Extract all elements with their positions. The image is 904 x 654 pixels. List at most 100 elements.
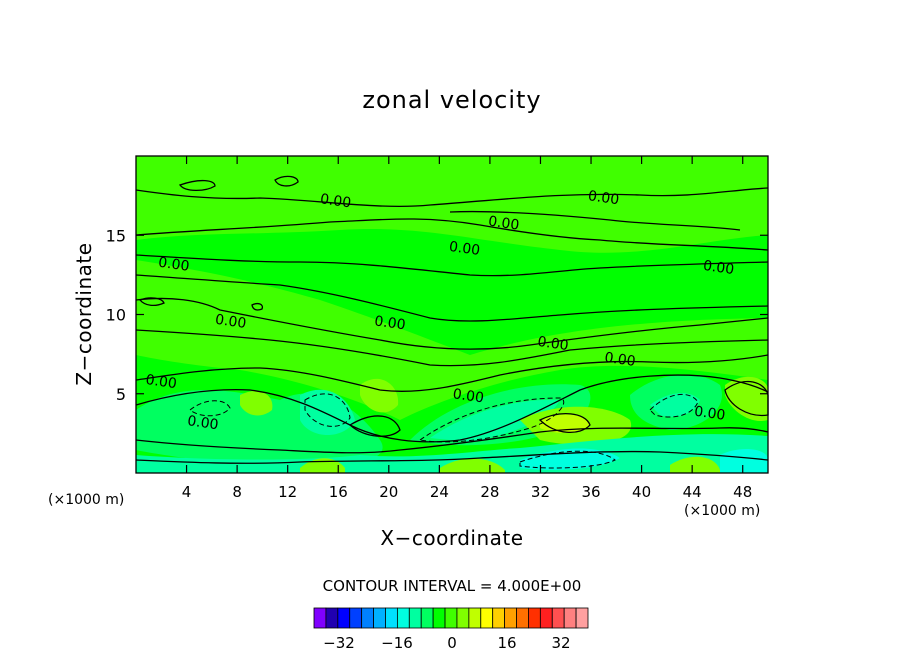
x-tick-label: 32	[531, 483, 550, 501]
colorbar-swatch	[456, 607, 470, 629]
colorbar-swatch	[563, 607, 577, 629]
fill-region-low-11	[240, 390, 273, 416]
chart-title: zonal velocity	[362, 86, 542, 114]
contour-label: 0.00	[319, 191, 352, 211]
fill-region-low-8	[650, 393, 700, 417]
x-tick-label: 48	[733, 483, 752, 501]
colorbar-tick-label: −16	[381, 634, 413, 652]
colorbar-swatch	[313, 607, 327, 629]
x-tick-label: 44	[683, 483, 702, 501]
fill-region-mid	[136, 260, 768, 420]
colorbar-swatch	[444, 607, 458, 629]
fill-region-low-2	[300, 389, 355, 435]
contour-line	[135, 329, 769, 367]
colorbar-swatch	[385, 607, 398, 629]
colorbar-swatch	[432, 607, 446, 629]
y-tick-label: 15	[106, 226, 126, 245]
fill-region-bottom-6	[670, 456, 720, 473]
contour-line	[274, 175, 299, 187]
contour-line	[135, 274, 769, 322]
colorbar-swatch	[480, 607, 494, 629]
contour-line	[178, 179, 216, 192]
negative-contour	[189, 400, 231, 417]
x-axis-ticks: 4 8 12 16 20 24 28 32 36 40 44 48	[182, 156, 752, 501]
contour-label: 0.00	[214, 312, 247, 332]
colorbar-swatch	[396, 607, 410, 629]
contour-line	[449, 210, 741, 231]
colorbar-swatch	[420, 607, 434, 629]
fill-region-upper	[136, 156, 768, 253]
contour-label: 0.00	[603, 350, 636, 370]
contour-line	[135, 254, 769, 277]
plot-field: 0.00 0.00 0.00 0.00 0.00 0.00 0.00 0.00 0.00 0.00…	[135, 156, 769, 473]
contour-label: 0.00	[536, 334, 569, 354]
contour-label: 0.00	[587, 188, 620, 208]
contour-line	[135, 218, 769, 251]
x-tick-label: 12	[278, 483, 297, 501]
x-tick-label: 36	[581, 483, 600, 501]
x-tick-label: 40	[632, 483, 651, 501]
negative-contour	[304, 393, 351, 427]
contour-line	[135, 354, 769, 392]
colorbar-swatch	[575, 607, 589, 629]
fill-region-bottom	[136, 434, 768, 473]
colorbar-swatch	[539, 607, 553, 629]
contour-line	[135, 187, 769, 208]
colorbar-swatch	[492, 607, 506, 629]
y-axis-ticks: 5 10 15	[106, 226, 768, 404]
colorbar-tick-label: 16	[497, 634, 516, 652]
contour-line	[135, 427, 769, 454]
colorbar-tick-label: 32	[551, 634, 570, 652]
colorbar-swatch	[468, 607, 482, 629]
y-tick-label: 5	[116, 385, 126, 404]
contour-line	[348, 415, 401, 437]
contour-label: 0.00	[157, 255, 190, 275]
contour-line	[135, 450, 769, 464]
contour-lines	[135, 175, 769, 464]
negative-contour	[418, 397, 565, 443]
colorbar-swatch	[325, 607, 339, 629]
colorbar-swatch	[337, 607, 351, 629]
negative-contours	[189, 393, 699, 469]
contour-line	[251, 302, 264, 311]
x-unit-label-right: (×1000 m)	[684, 503, 761, 519]
colorbar-swatch	[504, 607, 517, 629]
x-unit-label-left: (×1000 m)	[48, 492, 125, 508]
contour-labels: 0.00 0.00 0.00 0.00 0.00 0.00 0.00 0.00 0.00 0.00…	[145, 188, 736, 433]
contour-line	[538, 413, 591, 433]
contour-label: 0.00	[487, 213, 520, 233]
contour-line	[138, 297, 165, 307]
colorbar-swatch	[516, 607, 529, 629]
colorbar-swatch	[361, 607, 374, 629]
contour-label: 0.00	[186, 413, 219, 433]
x-tick-label: 24	[430, 483, 449, 501]
contour-label: 0.00	[693, 404, 726, 424]
fill-region-low-4	[430, 399, 560, 442]
x-tick-label: 16	[329, 483, 348, 501]
colorbar-swatch	[373, 607, 386, 629]
contour-interval-label: CONTOUR INTERVAL = 4.000E+00	[322, 577, 582, 595]
contour-label: 0.00	[145, 372, 178, 392]
x-axis-label: X−coordinate	[380, 526, 524, 550]
x-tick-label: 20	[379, 483, 398, 501]
colorbar-swatch	[528, 607, 541, 629]
colorbar-swatch	[551, 607, 565, 629]
contour-line	[135, 297, 769, 350]
x-tick-label: 8	[232, 483, 242, 501]
contour-label: 0.00	[452, 386, 485, 406]
y-tick-label: 10	[106, 306, 126, 325]
negative-contour	[519, 450, 616, 469]
contour-line	[135, 374, 769, 443]
fill-region-bottom-3	[720, 448, 768, 473]
x-tick-label: 28	[480, 483, 499, 501]
x-tick-label: 4	[182, 483, 192, 501]
colorbar-swatch	[408, 607, 422, 629]
contour-label: 0.00	[373, 313, 406, 333]
colorbar-tick-label: 0	[447, 634, 457, 652]
colorbar-tick-label: −32	[323, 634, 355, 652]
contour-label: 0.00	[448, 239, 481, 259]
colorbar-swatch	[349, 607, 363, 629]
colorbar: −32 −16 0 16 32	[313, 607, 589, 652]
fill-region-bottom-5	[440, 458, 505, 473]
